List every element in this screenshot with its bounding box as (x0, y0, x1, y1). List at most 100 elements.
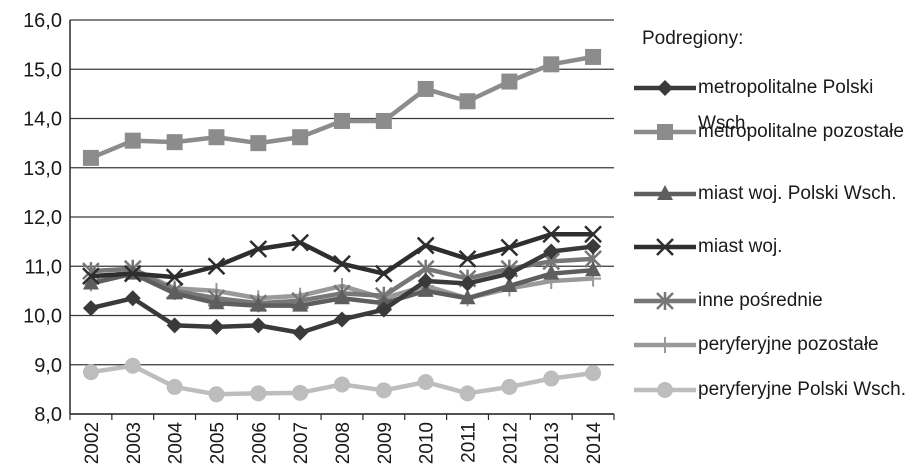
legend-item-peryferyjne-pozostale: peryferyjne pozostałe (632, 327, 912, 387)
y-tick-label: 14,0 (23, 109, 62, 131)
data-point (124, 132, 141, 149)
x-tick-label: 2003 (124, 422, 145, 464)
x-tick-label: 2007 (291, 422, 312, 464)
x-tick-label: 2002 (82, 422, 103, 464)
x-tick-label: 2011 (459, 422, 480, 463)
data-point (459, 289, 476, 305)
data-point (417, 281, 434, 297)
y-tick-label: 15,0 (23, 59, 62, 81)
data-point (334, 112, 350, 129)
data-point (207, 257, 226, 276)
data-point (250, 135, 267, 152)
x-tick-label: 2013 (542, 422, 563, 464)
data-point (584, 225, 602, 244)
data-point (249, 240, 268, 258)
data-point (417, 373, 434, 390)
data-point (208, 294, 225, 310)
legend-swatch (634, 124, 696, 140)
data-point (458, 249, 477, 268)
data-point (292, 324, 309, 341)
x-tick-label: 2006 (249, 422, 270, 464)
data-point (501, 276, 518, 292)
data-point (82, 364, 99, 381)
data-point (208, 318, 225, 335)
legend-swatch (634, 292, 696, 310)
data-point (208, 386, 225, 403)
y-tick-label: 16,0 (23, 10, 62, 32)
legend-label: metropolitalne Polski Wsch. (698, 77, 874, 134)
series-6 (82, 357, 602, 403)
data-point (334, 311, 350, 328)
data-point (333, 254, 351, 273)
data-point (459, 93, 476, 110)
data-point (123, 264, 142, 283)
legend-swatch-marker (656, 292, 674, 310)
data-point (585, 261, 602, 277)
data-point (292, 129, 309, 146)
data-point (459, 275, 476, 292)
data-point (292, 296, 309, 312)
x-tick-label: 2009 (375, 422, 396, 464)
legend-label: metropolitalne pozostałe (698, 121, 904, 142)
data-point (542, 225, 561, 244)
legend-swatch-marker (657, 124, 673, 140)
x-tick-label: 2008 (333, 422, 354, 464)
x-tick-label: 2012 (500, 422, 521, 464)
legend-swatch-marker (657, 80, 673, 96)
x-tick-label: 2010 (417, 422, 438, 464)
data-point (543, 370, 560, 387)
y-tick-label: 9,0 (34, 355, 62, 377)
data-point (500, 238, 519, 257)
data-point (374, 264, 393, 283)
data-point (166, 134, 183, 151)
legend-swatch-marker (657, 337, 673, 353)
data-point (334, 376, 350, 393)
series-line (90, 54, 594, 160)
legend-swatch-marker (657, 382, 673, 398)
legend-label: peryferyjne pozostałe (698, 334, 879, 355)
data-point (82, 274, 99, 290)
data-point (585, 238, 602, 255)
legend-item-miast-woj: miast woj. (632, 229, 912, 289)
legend-swatch-marker (656, 238, 674, 256)
legend-label: miast woj. Polski Wsch. (698, 183, 897, 204)
legend-item-inne-posrednie: inne pośrednie (632, 283, 912, 343)
data-point (292, 384, 309, 401)
data-point (585, 365, 602, 382)
y-tick-label: 13,0 (23, 158, 62, 180)
data-point (459, 385, 476, 402)
legend-item-miast-woj-polski-wsch: miast woj. Polski Wsch. (632, 176, 912, 236)
data-point (375, 301, 392, 318)
x-tick-label: 2005 (207, 422, 228, 464)
data-point (501, 265, 518, 282)
data-point (166, 284, 183, 300)
x-tick-label: 2014 (584, 422, 605, 465)
data-point (250, 296, 267, 312)
data-point (375, 382, 392, 399)
data-point (165, 268, 184, 286)
legend-item-metropolitalne-polski-wsch: metropolitalne Polski Wsch. (632, 70, 912, 134)
legend-swatch (634, 382, 696, 398)
legend-item-peryferyjne-polski-wsch: peryferyjne Polski Wsch. (632, 372, 912, 432)
y-tick-label: 12,0 (23, 207, 62, 229)
data-point (417, 80, 434, 97)
data-point (208, 129, 225, 146)
data-point (501, 378, 518, 395)
legend-swatch-marker (657, 185, 673, 200)
legend-swatch (634, 337, 696, 353)
data-point (82, 149, 99, 166)
data-point (585, 48, 602, 65)
legend-swatch (634, 80, 696, 96)
data-point (375, 112, 392, 129)
series-0 (82, 238, 602, 341)
data-point (543, 264, 560, 280)
series-1 (82, 48, 602, 166)
data-point (543, 243, 560, 260)
series-3 (82, 225, 602, 286)
data-point (82, 300, 99, 317)
y-tick-label: 8,0 (34, 404, 62, 426)
legend-title: Podregiony: (642, 28, 744, 49)
legend-label: miast woj. (698, 236, 783, 257)
data-point (416, 236, 435, 255)
